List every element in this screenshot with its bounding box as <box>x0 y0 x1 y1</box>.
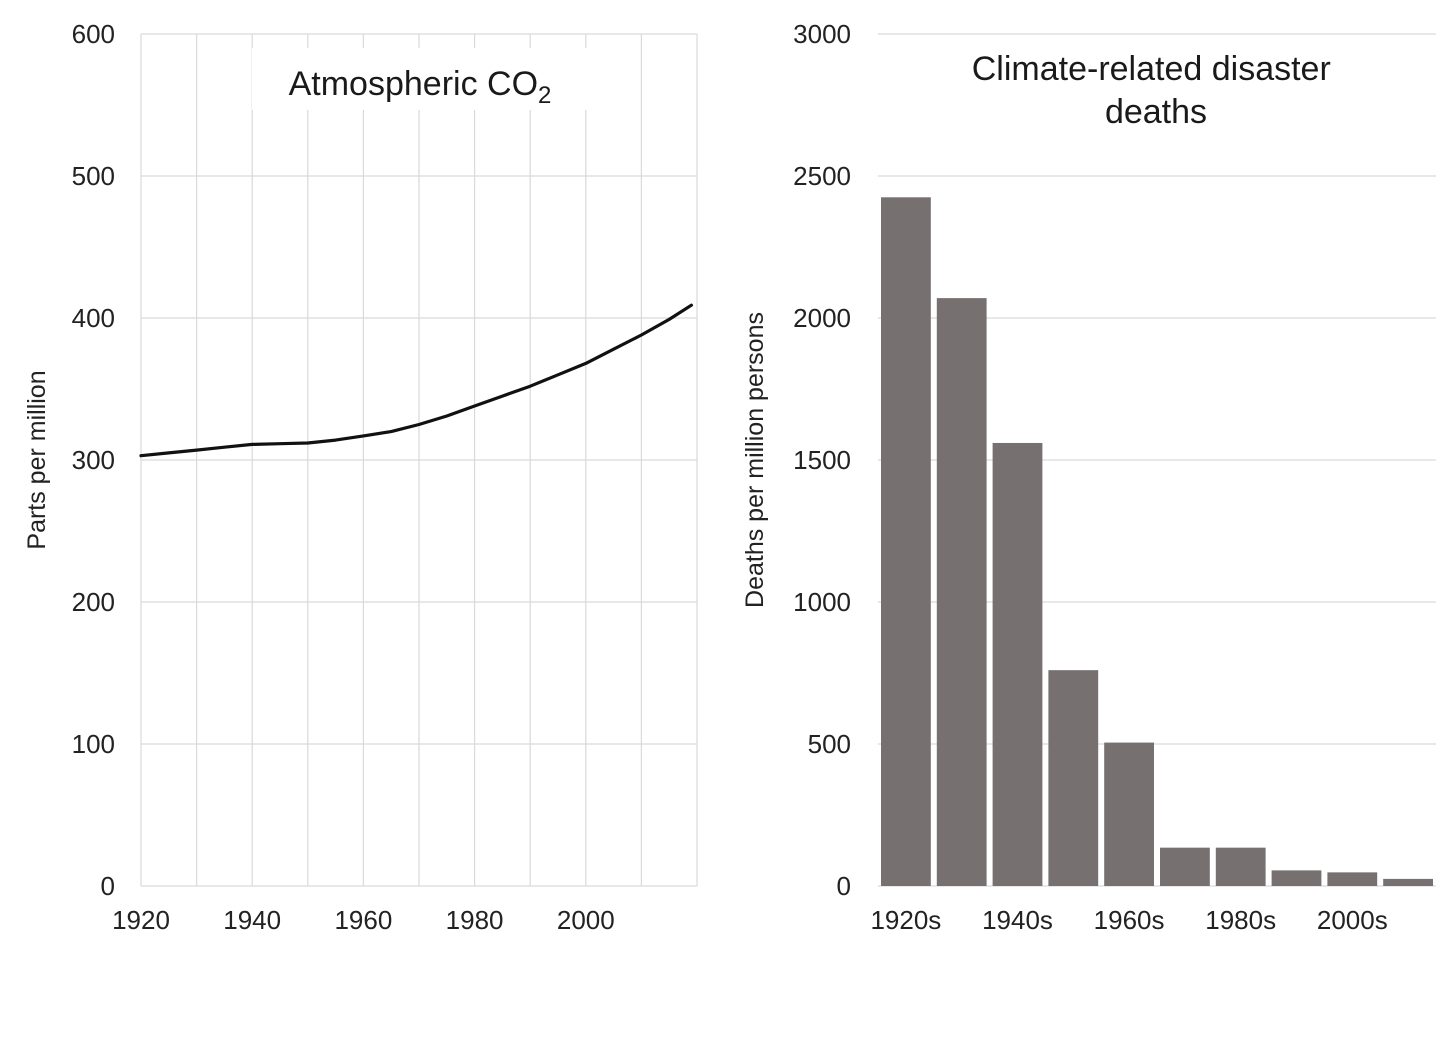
deaths-bar <box>1160 847 1210 886</box>
co2-chart-title: Atmospheric CO2 <box>289 65 552 109</box>
co2-y-axis-title: Parts per million <box>23 370 51 549</box>
deaths-bar <box>936 298 987 886</box>
deaths-title-backdrop <box>930 40 1382 140</box>
deaths-y-tick-label: 1000 <box>793 587 851 617</box>
co2-series <box>139 303 694 458</box>
co2-y-tick-label: 300 <box>72 445 115 475</box>
co2-y-tick-label: 0 <box>101 871 115 901</box>
deaths-bar <box>1048 670 1099 886</box>
deaths-chart-title: Climate-related disaster deaths <box>972 50 1340 131</box>
deaths-x-tick-label: 2000s <box>1317 905 1388 935</box>
co2-x-tick-label: 1960 <box>334 905 392 935</box>
deaths-x-tick-label: 1920s <box>870 905 941 935</box>
co2-y-ticks: 0 100 200 300 400 500 600 <box>72 19 115 901</box>
deaths-bars <box>881 197 1433 887</box>
deaths-y-tick-label: 3000 <box>793 19 851 49</box>
co2-y-tick-label: 500 <box>72 161 115 191</box>
deaths-bar <box>1327 872 1378 886</box>
deaths-title-line-2: deaths <box>1105 93 1207 131</box>
deaths-y-tick-label: 0 <box>837 871 851 901</box>
deaths-y-tick-label: 2500 <box>793 161 851 191</box>
deaths-x-ticks: 1920s 1940s 1960s 1980s 2000s <box>870 905 1387 935</box>
co2-series-line <box>139 303 694 458</box>
deaths-y-tick-label: 500 <box>808 729 851 759</box>
deaths-y-axis-title: Deaths per million persons <box>741 312 769 608</box>
co2-y-tick-label: 200 <box>72 587 115 617</box>
deaths-bar <box>992 442 1043 886</box>
co2-y-tick-label: 600 <box>72 19 115 49</box>
deaths-y-tick-label: 2000 <box>793 303 851 333</box>
deaths-x-tick-label: 1980s <box>1205 905 1276 935</box>
co2-x-ticks: 1920 1940 1960 1980 2000 <box>112 905 615 935</box>
co2-x-tick-label: 2000 <box>557 905 615 935</box>
deaths-bar <box>1215 847 1266 886</box>
co2-x-tick-label: 1980 <box>446 905 504 935</box>
co2-x-tick-label: 1920 <box>112 905 170 935</box>
co2-title-backdrop <box>252 48 588 110</box>
deaths-bar <box>881 197 931 887</box>
deaths-bar <box>1383 878 1433 886</box>
deaths-bar <box>1104 742 1154 886</box>
co2-x-tick-label: 1940 <box>223 905 281 935</box>
co2-y-tick-label: 100 <box>72 729 115 759</box>
disaster-deaths-chart: Climate-related disaster deaths Deaths p… <box>741 19 1436 935</box>
deaths-title-line-1: Climate-related disaster <box>972 50 1331 88</box>
co2-title-subscript: 2 <box>538 82 551 109</box>
deaths-y-ticks: 0 500 1000 1500 2000 2500 3000 <box>793 19 851 901</box>
co2-chart: Atmospheric CO2 Parts per million 010020… <box>23 19 698 935</box>
deaths-x-tick-label: 1940s <box>982 905 1053 935</box>
deaths-x-tick-label: 1960s <box>1094 905 1165 935</box>
deaths-bar <box>1271 870 1322 886</box>
deaths-y-tick-label: 1500 <box>793 445 851 475</box>
co2-gridlines <box>140 33 698 887</box>
co2-y-tick-label: 400 <box>72 303 115 333</box>
